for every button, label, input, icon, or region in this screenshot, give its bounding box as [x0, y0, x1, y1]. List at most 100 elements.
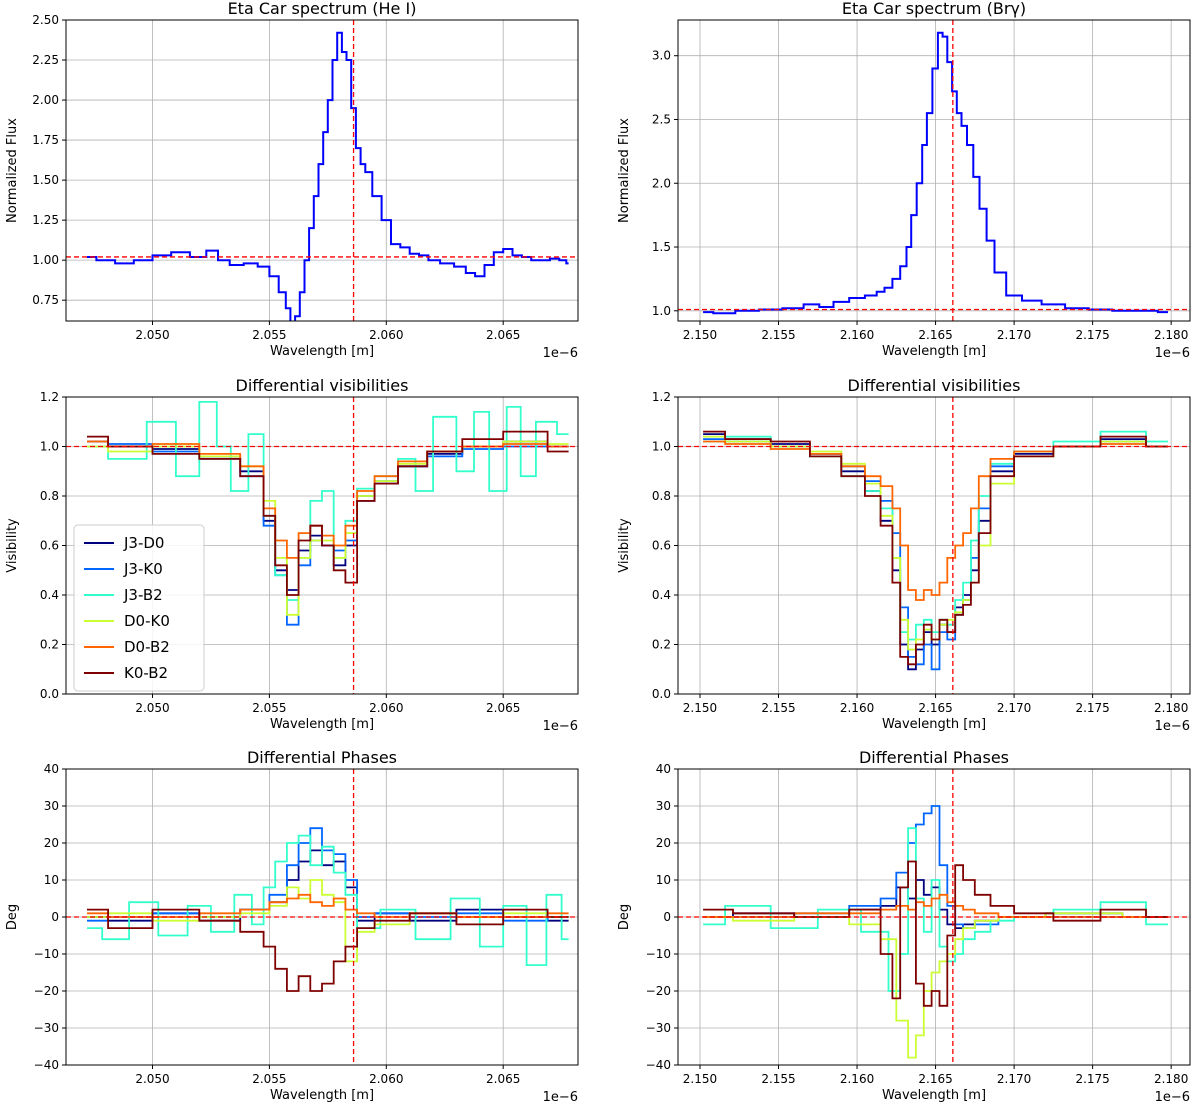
p-brg-flux-x-offset: 1e−6 [1155, 346, 1190, 361]
p-brg-phase-xlabel: Wavelength [m] [882, 1088, 986, 1103]
p-brg-vis-ytick-label: 0.6 [652, 539, 671, 553]
p-heI-phase-ytick-label: 20 [44, 836, 59, 850]
p-brg-phase-ytick-label: −10 [646, 947, 671, 961]
p-brg-phase-xtick-label: 2.175 [1075, 1072, 1109, 1086]
p-brg-phase-ytick-label: −40 [646, 1058, 671, 1072]
p-heI-vis-xtick-label: 2.055 [252, 701, 286, 715]
p-heI-vis-xtick-label: 2.060 [369, 701, 403, 715]
p-brg-vis-ytick-label: 0.4 [652, 588, 671, 602]
p-heI-flux-x-offset: 1e−6 [543, 346, 578, 361]
p-heI-phase-xtick-label: 2.050 [135, 1072, 169, 1086]
p-brg-phase-ylabel: Deg [617, 904, 632, 930]
p-brg-vis-ytick-label: 0.8 [652, 489, 671, 503]
p-heI-vis-series-K0-B2 [87, 430, 569, 596]
p-brg-vis-xtick-label: 2.180 [1154, 701, 1188, 715]
legend-label-J3-D0: J3-D0 [123, 534, 164, 552]
p-brg-flux-xtick-label: 2.170 [997, 328, 1031, 342]
p-brg-flux-ytick-label: 3.0 [652, 49, 671, 63]
p-brg-flux-ytick-label: 1.0 [652, 304, 671, 318]
p-heI-flux-frame [65, 19, 579, 322]
p-brg-vis-ytick-label: 1.0 [652, 440, 671, 454]
p-heI-vis-ytick-label: 1.2 [40, 390, 59, 404]
p-brg-phase-xtick-label: 2.155 [761, 1072, 795, 1086]
p-heI-flux-ytick-label: 1.00 [32, 253, 59, 267]
p-brg-phase-ytick-label: 20 [656, 836, 671, 850]
p-heI-phase-ytick-label: 0 [51, 910, 59, 924]
p-brg-flux-panel: 2.150 2.155 2.160 2.165 2.170 2.175 2.180 1.0 1.… [617, 0, 1191, 361]
p-brg-phase-ytick-label: 40 [656, 762, 671, 776]
legend-label-D0-B2: D0-B2 [124, 638, 170, 656]
p-brg-phase-ytick-label: 30 [656, 799, 671, 813]
p-heI-vis-xtick-label: 2.050 [135, 701, 169, 715]
p-brg-vis-ylabel: Visibility [617, 518, 632, 573]
p-brg-flux-xtick-label: 2.175 [1075, 328, 1109, 342]
p-brg-vis-xtick-label: 2.170 [997, 701, 1031, 715]
p-heI-vis-ytick-label: 0.4 [40, 588, 59, 602]
p-brg-flux-ytick-label: 1.5 [652, 240, 671, 254]
p-brg-flux-xtick-label: 2.160 [840, 328, 874, 342]
p-heI-phase-ytick-label: 10 [44, 873, 59, 887]
p-heI-flux-series-flux [87, 31, 569, 321]
p-brg-phase-xtick-label: 2.160 [840, 1072, 874, 1086]
p-heI-vis-ytick-label: 0.8 [40, 489, 59, 503]
p-brg-phase-xtick-label: 2.150 [683, 1072, 717, 1086]
p-heI-flux-xlabel: Wavelength [m] [270, 344, 374, 359]
p-brg-flux-ytick-label: 2.0 [652, 176, 671, 190]
p-brg-flux-ylabel: Normalized Flux [617, 118, 632, 223]
p-heI-vis-ylabel: Visibility [5, 518, 20, 573]
p-brg-phase-ytick-label: −20 [646, 984, 671, 998]
p-heI-flux-ytick-label: 2.00 [32, 93, 59, 107]
p-heI-vis-ytick-label: 0.0 [40, 687, 59, 701]
p-heI-phase-panel: 2.050 2.055 2.060 2.065 −40 −30 −20 −10 0 10 20 30 4… [5, 748, 579, 1105]
p-heI-phase-ylabel: Deg [5, 904, 20, 930]
p-brg-vis-xtick-label: 2.165 [918, 701, 952, 715]
legend: J3-D0 J3-K0 J3-B2 D0-K0 D0-B2 K0-B2 [73, 524, 205, 692]
p-brg-phase-xtick-label: 2.165 [918, 1072, 952, 1086]
legend-label-J3-B2: J3-B2 [123, 586, 163, 604]
p-heI-flux-ytick-label: 2.25 [32, 53, 59, 67]
p-heI-flux-panel: 2.050 2.055 2.060 2.065 0.75 1.00 1.25 1.50 1.75… [5, 0, 579, 361]
p-heI-flux-ytick-label: 2.50 [32, 13, 59, 27]
p-brg-phase-ytick-label: −30 [646, 1021, 671, 1035]
p-heI-phase-series-J3-K0 [87, 827, 569, 922]
p-brg-phase-ytick-label: 10 [656, 873, 671, 887]
p-heI-vis-ytick-label: 1.0 [40, 440, 59, 454]
p-heI-flux-xtick-label: 2.050 [135, 328, 169, 342]
legend-label-D0-K0: D0-K0 [124, 612, 170, 630]
p-brg-vis-xlabel: Wavelength [m] [882, 717, 986, 732]
p-brg-flux-xtick-label: 2.150 [683, 328, 717, 342]
p-heI-vis-ytick-label: 0.6 [40, 539, 59, 553]
p-heI-phase-ytick-label: −10 [34, 947, 59, 961]
p-heI-phase-xlabel: Wavelength [m] [270, 1088, 374, 1103]
p-heI-vis-x-offset: 1e−6 [543, 719, 578, 734]
p-heI-vis-panel: 2.050 2.055 2.060 2.065 0.0 0.2 0.4 0.6 0.8 1.0 1.… [5, 376, 579, 734]
p-heI-phase-xtick-label: 2.065 [486, 1072, 520, 1086]
p-heI-phase-ytick-label: −30 [34, 1021, 59, 1035]
p-brg-vis-ytick-label: 0.0 [652, 687, 671, 701]
p-heI-phase-ytick-label: −40 [34, 1058, 59, 1072]
p-heI-phase-xtick-label: 2.055 [252, 1072, 286, 1086]
p-brg-flux-series-flux [703, 31, 1168, 315]
p-heI-phase-series-J3-B2 [87, 834, 569, 966]
p-heI-phase-series-K0-B2 [87, 908, 569, 992]
p-heI-vis-ytick-label: 0.2 [40, 638, 59, 652]
p-heI-phase-xtick-label: 2.060 [369, 1072, 403, 1086]
p-heI-vis-series-J3-B2 [87, 401, 569, 601]
p-heI-phase-ytick-label: 30 [44, 799, 59, 813]
p-brg-phase-title: Differential Phases [859, 748, 1009, 767]
p-brg-phase-xtick-label: 2.170 [997, 1072, 1031, 1086]
legend-box [73, 524, 205, 692]
p-brg-flux-frame [677, 19, 1191, 322]
p-brg-vis-xtick-label: 2.155 [761, 701, 795, 715]
p-brg-vis-panel: 2.150 2.155 2.160 2.165 2.170 2.175 2.180 0.0 0.… [617, 376, 1191, 734]
p-heI-flux-xtick-label: 2.065 [486, 328, 520, 342]
p-heI-phase-ytick-label: −20 [34, 984, 59, 998]
p-brg-vis-title: Differential visibilities [848, 376, 1021, 395]
p-brg-flux-xtick-label: 2.180 [1154, 328, 1188, 342]
p-brg-vis-xtick-label: 2.160 [840, 701, 874, 715]
p-heI-phase-ytick-label: 40 [44, 762, 59, 776]
p-brg-flux-xtick-label: 2.165 [918, 328, 952, 342]
p-heI-flux-xtick-label: 2.055 [252, 328, 286, 342]
p-heI-flux-title: Eta Car spectrum (He I) [228, 0, 417, 18]
